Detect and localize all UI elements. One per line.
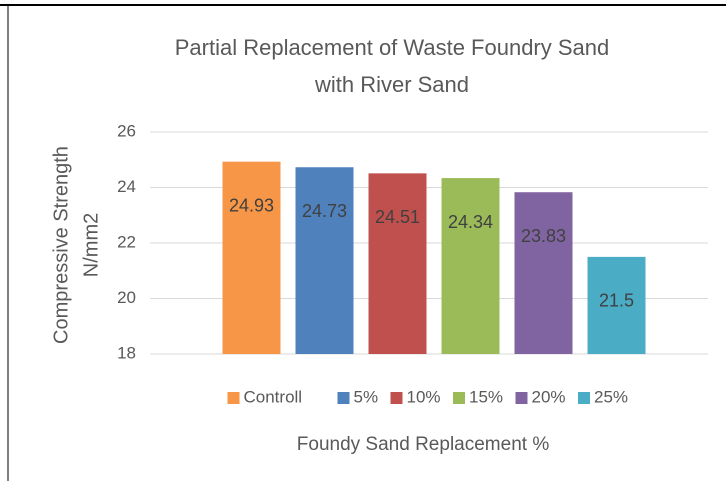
y-axis-title: N/mm2 [80,213,102,277]
y-tick-label: 26 [117,121,136,140]
legend-swatch [227,392,240,404]
legend-swatch [453,392,465,404]
data-label: 21.5 [599,291,634,311]
y-tick-label: 22 [117,232,136,251]
legend-swatch [390,392,403,404]
data-label: 24.34 [448,212,493,232]
bar [295,167,354,354]
legend-label: 15% [469,387,503,406]
data-label: 24.51 [375,207,420,227]
legend-label: Controll [244,387,303,406]
chart-title: with River Sand [314,72,469,97]
legend-swatch [515,392,528,404]
y-axis-title: Compressive Strength [50,146,72,344]
legend-label: 20% [532,387,566,406]
legend-swatch [337,392,350,404]
bar [368,173,427,354]
data-label: 24.93 [229,195,274,215]
data-label: 23.83 [521,226,566,246]
x-axis-title: Foundy Sand Replacement % [297,434,550,455]
bar [441,178,500,354]
y-tick-label: 20 [117,288,136,307]
y-tick-label: 24 [117,177,136,196]
legend-label: 25% [594,387,628,406]
chart-title: Partial Replacement of Waste Foundry San… [175,35,610,60]
bar [587,256,646,354]
bar [514,192,573,354]
legend-swatch [578,392,590,404]
data-label: 24.73 [302,201,347,221]
bar [222,161,281,354]
y-tick-label: 18 [117,343,136,362]
legend-label: 10% [407,387,441,406]
legend-label: 5% [354,387,379,406]
